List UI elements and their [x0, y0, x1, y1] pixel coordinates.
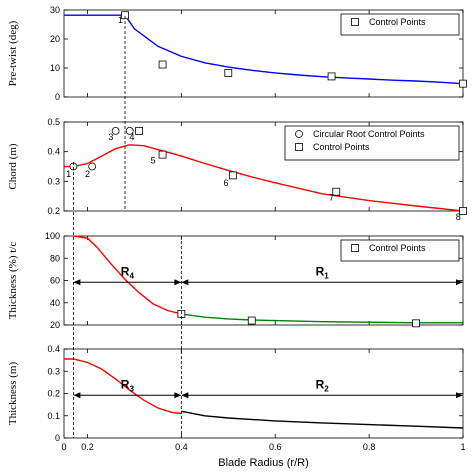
- y-axis-label: Thickness (%) t/c: [7, 242, 19, 320]
- legend-square-marker: [351, 18, 359, 26]
- data-layer: [64, 144, 463, 211]
- region-arrowhead-left: [73, 392, 81, 399]
- subplot-4: 0 0.1 0.2 0.3 0.4 0.2 0.4 0.6 0.8 1 0 Thickness (m)…: [7, 344, 466, 469]
- square-marker: [459, 207, 467, 215]
- square-marker: [158, 60, 167, 69]
- square-marker: [327, 72, 336, 81]
- region-arrowhead-left: [181, 392, 189, 399]
- legend-entry: Control Points: [313, 142, 370, 152]
- legend: Circular Root Control Points Control Poin…: [284, 125, 460, 161]
- point-label: 6: [223, 178, 228, 188]
- region-label: R4: [121, 264, 135, 280]
- square-marker: [224, 69, 233, 77]
- legend-box: [340, 13, 460, 36]
- y-axis-label: Chord (m): [7, 143, 19, 189]
- axes-box: [63, 348, 464, 439]
- legend: Control Points: [340, 239, 460, 262]
- point-label: 8: [456, 212, 461, 222]
- region-arrowhead-left: [73, 279, 81, 286]
- legend-box: [284, 125, 460, 161]
- legend-square-marker: [295, 143, 303, 151]
- subplot-2: 0.2 0.3 0.4 0.5 Chord (m) 1 2 3 4 5 6 7 8 Circular Ro…: [7, 117, 467, 222]
- y-tick-label: 0.3: [47, 176, 60, 186]
- x-tick-label: 0.6: [269, 442, 282, 452]
- data-layer: [73, 236, 463, 324]
- legend-circle-marker: [295, 130, 303, 138]
- y-tick-label: 0.2: [47, 206, 60, 216]
- point-label: 2: [85, 169, 90, 179]
- y-tick-label: 0: [55, 92, 60, 102]
- legend: Control Points: [340, 13, 460, 36]
- y-tick-label: 20: [50, 34, 60, 44]
- data-layer: [64, 358, 463, 429]
- y-tick-label: 0.5: [47, 117, 60, 127]
- square-marker: [158, 150, 167, 159]
- y-tick-label: 0.1: [47, 411, 60, 421]
- legend-box: [340, 239, 460, 262]
- y-axis-label: Thickness (m): [7, 362, 19, 426]
- region-label: R3: [121, 377, 135, 393]
- region-label: R1: [316, 264, 330, 280]
- point-label: 7: [329, 193, 334, 203]
- square-marker: [459, 79, 467, 88]
- x-axis-label: Blade Radius (r/R): [218, 457, 308, 469]
- y-tick-label: 0.3: [47, 366, 60, 376]
- x-tick-label: 0.4: [175, 442, 188, 452]
- series-line: [181, 410, 463, 429]
- square-marker: [332, 187, 341, 196]
- subplot-3: 20 40 60 80 100 Thickness (%) t/c R4 R1 Control …: [7, 231, 464, 330]
- region-label: R2: [316, 377, 330, 393]
- y-tick-label: 100: [45, 231, 60, 241]
- region-arrowhead-right: [456, 392, 463, 399]
- series-line: [64, 144, 463, 211]
- region-arrowhead-right: [174, 279, 182, 286]
- region-arrowhead-right: [456, 279, 463, 286]
- y-tick-label: 30: [50, 5, 60, 15]
- circle-marker: [111, 126, 120, 135]
- y-tick-label: 0.4: [47, 344, 60, 354]
- x-tick-label: 1: [460, 442, 465, 452]
- subplot-1: 0 10 20 30 Pre-twist (deg) 1 Control Points: [7, 5, 467, 102]
- point-label: 5: [151, 156, 156, 166]
- region-arrowhead-right: [174, 392, 182, 399]
- x-tick-label: 0: [61, 442, 66, 452]
- y-axis-label: Pre-twist (deg): [7, 20, 19, 86]
- point-label: 4: [130, 132, 135, 142]
- x-tick-label: 0.8: [363, 442, 376, 452]
- y-tick-label: 80: [50, 253, 60, 263]
- axes-box: [63, 9, 464, 98]
- series-line: [73, 236, 182, 315]
- point-label: 3: [108, 132, 113, 142]
- series-line: [181, 313, 463, 324]
- series-line: [64, 358, 182, 415]
- y-tick-label: 0.2: [47, 389, 60, 399]
- y-tick-label: 60: [50, 276, 60, 286]
- square-marker: [135, 127, 144, 135]
- legend-entry: Control Points: [369, 17, 426, 27]
- legend-entry: Control Points: [369, 243, 426, 253]
- x-tick-label: 0.2: [81, 442, 94, 452]
- square-marker: [247, 316, 256, 325]
- region-arrowhead-left: [181, 279, 189, 286]
- y-tick-label: 0.4: [47, 147, 60, 157]
- square-marker: [229, 171, 237, 180]
- y-tick-label: 20: [50, 320, 60, 330]
- y-tick-label: 10: [50, 63, 60, 73]
- circle-marker: [125, 126, 134, 135]
- circle-marker: [88, 162, 97, 171]
- point-label: 1: [118, 15, 123, 25]
- point-label: 1: [66, 169, 71, 179]
- legend-square-marker: [351, 244, 359, 252]
- legend-entry: Circular Root Control Points: [313, 129, 425, 139]
- y-tick-label: 40: [50, 298, 60, 308]
- y-tick-label: 0: [55, 433, 60, 443]
- square-marker: [412, 319, 420, 328]
